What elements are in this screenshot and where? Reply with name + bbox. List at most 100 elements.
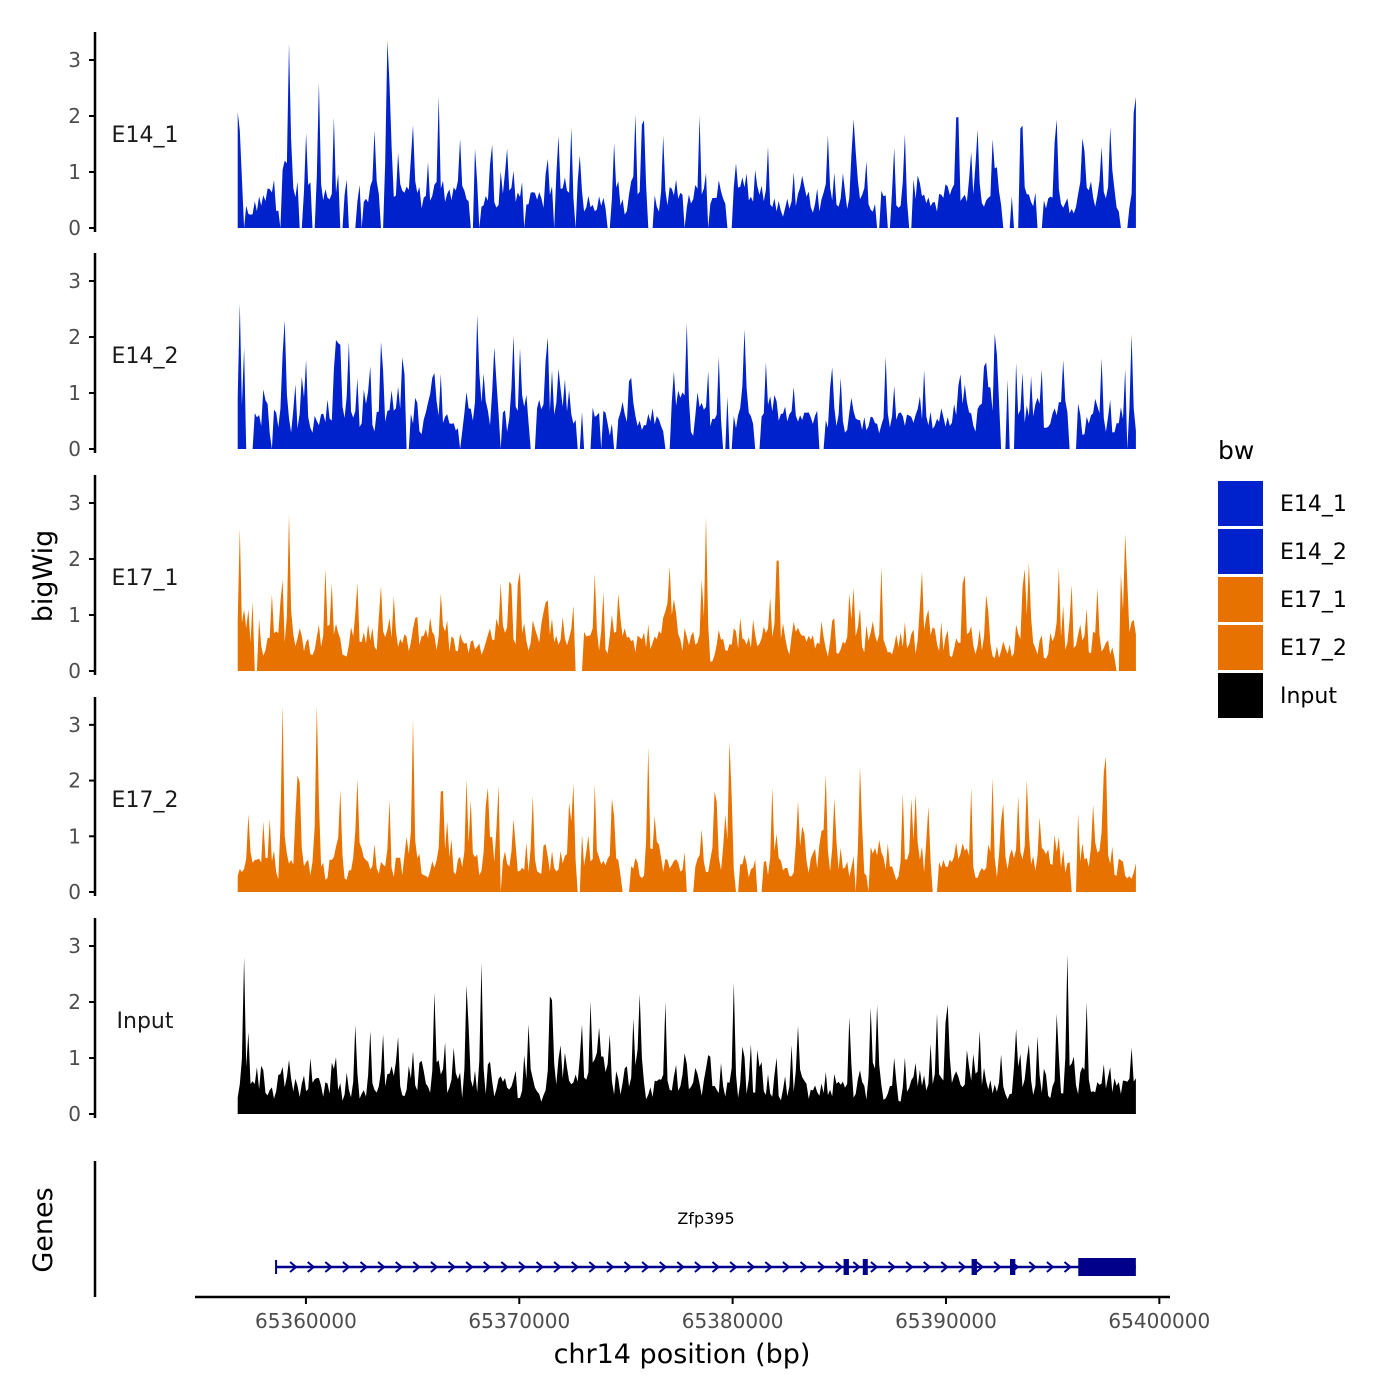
track-label: Input (117, 1009, 174, 1034)
signal-area-input (237, 954, 1136, 1114)
strand-arrow (799, 1261, 809, 1273)
gene-exon (1009, 1259, 1016, 1275)
track-label: E17_1 (112, 566, 179, 591)
gene-track-panel: Genes Zfp395 (28, 1161, 1136, 1297)
legend-swatch-e14-1 (1218, 481, 1263, 526)
legend: bw E14_1 E14_2 E17_1 E17_2 Input (1218, 436, 1347, 718)
strand-arrow (623, 1261, 633, 1273)
track-e14-1: 0 1 2 3 E14_1 (68, 32, 1136, 240)
track-e17-2: 0 1 2 3 E17_2 (68, 697, 1136, 904)
strand-arrow (711, 1261, 721, 1273)
y-tick-label: 1 (68, 603, 81, 627)
y-tick-label: 0 (68, 880, 81, 904)
y-tick-label: 3 (68, 713, 81, 737)
strand-arrow (289, 1261, 298, 1273)
track-label: E14_2 (112, 344, 179, 369)
signal-area-e14-2 (237, 303, 1136, 449)
signal-area-e17-2 (237, 705, 1136, 892)
signal-area-e17-1 (237, 514, 1136, 671)
strand-arrow (694, 1261, 703, 1273)
strand-arrow (447, 1261, 457, 1273)
strand-arrow (905, 1261, 914, 1273)
x-axis-title: chr14 position (bp) (554, 1339, 811, 1370)
y-tick-label: 0 (68, 437, 81, 461)
strand-arrow (553, 1261, 562, 1273)
legend-label: E17_2 (1280, 636, 1347, 661)
track-e14-2: 0 1 2 3 E14_2 (68, 253, 1136, 461)
strand-arrow (729, 1261, 738, 1273)
y-axis-title: bigWig (28, 530, 59, 623)
y-tick-label: 0 (68, 1102, 81, 1126)
track-label: E14_1 (112, 123, 179, 148)
x-tick-label: 65370000 (468, 1309, 570, 1333)
strand-arrow (359, 1261, 369, 1273)
signal-area-e14-1 (237, 40, 1136, 229)
y-tick-label: 2 (68, 547, 81, 571)
y-tick-label: 1 (68, 160, 81, 184)
strand-arrow (975, 1261, 985, 1273)
strand-arrow (395, 1261, 404, 1273)
legend-title: bw (1218, 436, 1254, 465)
strand-arrow (940, 1261, 949, 1273)
y-tick-label: 1 (68, 1046, 81, 1070)
legend-swatch-input (1218, 673, 1263, 718)
strand-arrow (571, 1261, 580, 1273)
legend-label: E17_1 (1280, 588, 1347, 613)
strand-arrow (483, 1261, 492, 1273)
y-tick-label: 1 (68, 381, 81, 405)
legend-label: E14_1 (1280, 492, 1347, 517)
strand-arrow (1028, 1261, 1037, 1273)
strand-arrow (307, 1261, 316, 1273)
strand-arrow (535, 1261, 545, 1273)
strand-arrow (923, 1261, 932, 1273)
track-e17-1: 0 1 2 3 E17_1 (68, 475, 1136, 683)
strand-arrow (412, 1261, 421, 1273)
strand-arrow (852, 1261, 861, 1273)
y-tick-label: 3 (68, 269, 81, 293)
legend-swatch-e17-1 (1218, 577, 1263, 622)
y-tick-label: 3 (68, 934, 81, 958)
strand-arrow (1046, 1261, 1055, 1273)
strand-arrow (377, 1261, 386, 1273)
signal-tracks: 0 1 2 3 E14_1 0 1 2 3 E14_2 0 1 2 3 E17_1 0 1 2 3 E17_2 0 1 2 3… (68, 32, 1136, 1126)
x-tick-label: 65390000 (895, 1309, 997, 1333)
strand-arrow (764, 1261, 773, 1273)
y-tick-label: 1 (68, 824, 81, 848)
gene-label: Zfp395 (677, 1209, 734, 1228)
y-tick-label: 3 (68, 491, 81, 515)
legend-label: E14_2 (1280, 540, 1347, 565)
gene-exon (862, 1259, 868, 1275)
strand-arrow (588, 1261, 597, 1273)
strand-arrow (1063, 1261, 1073, 1273)
track-input: 0 1 2 3 Input (68, 918, 1136, 1126)
strand-arrow (518, 1261, 527, 1273)
strand-arrow (993, 1261, 1002, 1273)
y-tick-label: 2 (68, 769, 81, 793)
strand-arrow (782, 1261, 791, 1273)
strand-arrow (887, 1261, 897, 1273)
y-tick-label: 2 (68, 104, 81, 128)
strand-arrow (324, 1261, 333, 1273)
strand-arrow (641, 1261, 650, 1273)
strand-arrow (500, 1261, 509, 1273)
gene-exon (843, 1259, 849, 1275)
y-tick-label: 2 (68, 325, 81, 349)
strand-arrow (430, 1261, 439, 1273)
strand-arrow (676, 1261, 685, 1273)
track-label: E17_2 (112, 788, 179, 813)
y-tick-label: 0 (68, 216, 81, 240)
strand-arrow (342, 1261, 351, 1273)
gene-exon (1078, 1258, 1136, 1276)
x-tick-label: 65380000 (682, 1309, 784, 1333)
strand-arrow (817, 1261, 826, 1273)
y-tick-label: 3 (68, 48, 81, 72)
strand-arrow (870, 1261, 879, 1273)
strand-arrow (958, 1261, 967, 1273)
strand-arrow (835, 1261, 844, 1273)
gene-track-title: Genes (28, 1187, 59, 1272)
y-tick-label: 0 (68, 659, 81, 683)
legend-swatch-e17-2 (1218, 625, 1263, 670)
strand-arrow (659, 1261, 668, 1273)
legend-label: Input (1280, 684, 1337, 709)
